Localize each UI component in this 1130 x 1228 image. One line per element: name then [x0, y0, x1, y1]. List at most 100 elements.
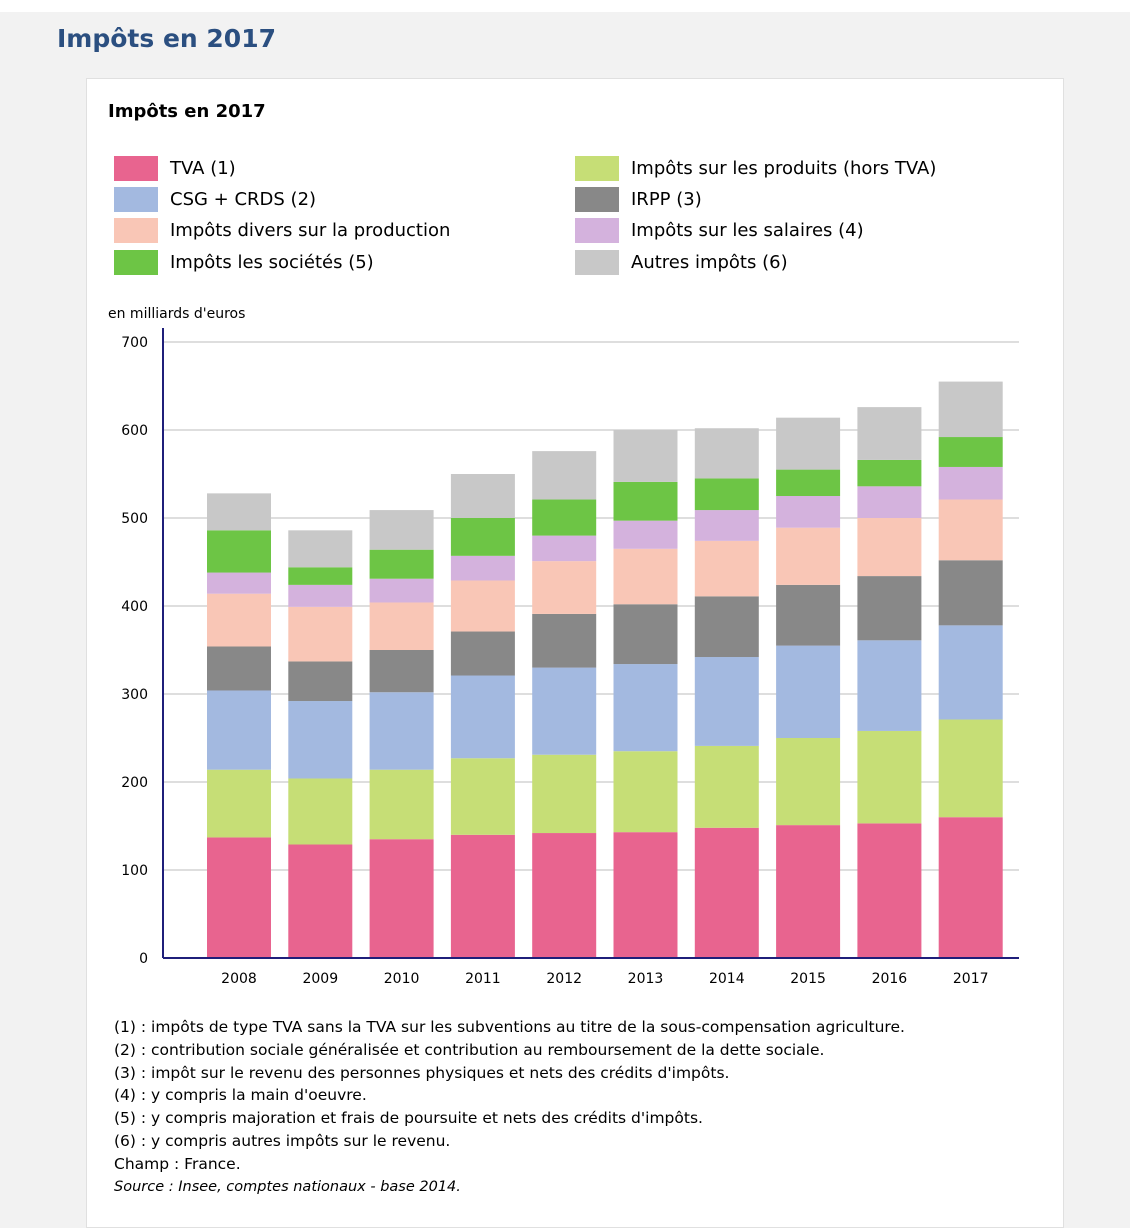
bar-2009-autres-impots: [288, 530, 353, 568]
bar-2012-impots-salaires: [532, 535, 597, 562]
note-5: (5) : y compris majoration et frais de p…: [114, 1109, 703, 1128]
y-tick-label-700: 700: [121, 335, 148, 351]
legend-item-csg-crds: CSG + CRDS (2): [114, 186, 316, 212]
bar-2008-irpp: [207, 646, 271, 691]
x-tick-label-2009: 2009: [302, 971, 338, 987]
bar-2016-csg-crds: [857, 640, 922, 731]
bar-2011-irpp: [450, 631, 515, 676]
y-tick-label-600: 600: [121, 423, 148, 439]
bar-2016-impots-salaires: [857, 486, 922, 518]
bar-2013-autres-impots: [613, 430, 678, 482]
chart-title: Impôts en 2017: [108, 101, 266, 122]
bar-2009-tva: [288, 844, 353, 958]
bar-2014-impots-divers-production: [694, 540, 759, 597]
bar-2015-tva: [776, 825, 841, 958]
bar-2016-impots-divers-production: [857, 518, 922, 577]
legend-label-produits-hors-tva: Impôts sur les produits (hors TVA): [631, 157, 937, 179]
note-6: (6) : y compris autres impôts sur le rev…: [114, 1131, 451, 1150]
bar-2008-tva: [207, 837, 271, 958]
bar-2011-autres-impots: [450, 474, 515, 518]
bar-2010-produits-hors-tva: [369, 769, 434, 840]
bar-2012-csg-crds: [532, 667, 597, 755]
legend-label-impots-divers-production: Impôts divers sur la production: [170, 219, 451, 241]
y-axis-unit-label: en milliards d'euros: [108, 306, 246, 322]
chart-notes: (1) : impôts de type TVA sans la TVA sur…: [114, 1016, 905, 1198]
bar-2009-produits-hors-tva: [288, 778, 353, 845]
bar-2013-csg-crds: [613, 664, 678, 752]
legend-label-impots-salaires: Impôts sur les salaires (4): [631, 219, 864, 241]
bar-2016-produits-hors-tva: [857, 730, 922, 824]
legend-swatch-irpp: [575, 186, 619, 212]
x-tick-label-2015: 2015: [790, 971, 826, 987]
y-tick-label-300: 300: [121, 687, 148, 703]
legend-swatch-impots-salaires: [575, 217, 619, 243]
bar-2015-impots-divers-production: [776, 527, 841, 585]
bar-2008-autres-impots: [207, 493, 271, 531]
x-tick-label-2013: 2013: [628, 971, 664, 987]
page-title: Impôts en 2017: [57, 24, 276, 53]
x-tick-label-2014: 2014: [709, 971, 745, 987]
bar-2015-impots-societes: [776, 469, 841, 496]
legend-label-impots-societes: Impôts les sociétés (5): [170, 251, 374, 273]
bar-2017-impots-societes: [938, 437, 1003, 467]
bar-2013-tva: [613, 832, 678, 958]
y-tick-label-200: 200: [121, 775, 148, 791]
bar-2012-impots-divers-production: [532, 561, 597, 614]
bar-2010-autres-impots: [369, 510, 434, 550]
bar-2016-autres-impots: [857, 407, 922, 460]
bar-2012-produits-hors-tva: [532, 754, 597, 834]
bar-2013-impots-societes: [613, 481, 678, 521]
bar-2008-produits-hors-tva: [207, 769, 271, 838]
bar-2013-irpp: [613, 604, 678, 665]
bar-2014-irpp: [694, 596, 759, 658]
bar-2015-autres-impots: [776, 417, 841, 470]
legend-item-impots-societes: Impôts les sociétés (5): [114, 249, 374, 275]
bar-2014-impots-societes: [694, 478, 759, 511]
note-4: (4) : y compris la main d'oeuvre.: [114, 1086, 367, 1105]
bar-2017-impots-divers-production: [938, 499, 1003, 561]
bar-2010-impots-divers-production: [369, 602, 434, 650]
source-note: Source : Insee, comptes nationaux - base…: [114, 1178, 461, 1195]
legend-label-autres-impots: Autres impôts (6): [631, 251, 788, 273]
bar-2017-tva: [938, 817, 1003, 958]
bar-2010-impots-societes: [369, 549, 434, 579]
bar-2017-csg-crds: [938, 625, 1003, 720]
bar-2013-impots-salaires: [613, 520, 678, 549]
y-tick-label-0: 0: [139, 951, 148, 967]
bar-2010-irpp: [369, 650, 434, 693]
bar-2017-autres-impots: [938, 381, 1003, 438]
bar-2010-impots-salaires: [369, 578, 434, 603]
bar-2012-tva: [532, 833, 597, 958]
bar-2011-impots-divers-production: [450, 580, 515, 632]
legend-item-produits-hors-tva: Impôts sur les produits (hors TVA): [575, 155, 936, 181]
top-band: [0, 0, 1130, 12]
legend-swatch-impots-divers-production: [114, 217, 158, 243]
bar-2009-impots-divers-production: [288, 606, 353, 662]
bar-2008-csg-crds: [207, 690, 271, 770]
legend-item-impots-divers-production: Impôts divers sur la production: [114, 217, 450, 243]
legend-swatch-autres-impots: [575, 249, 619, 275]
legend-item-tva: TVA (1): [114, 155, 236, 181]
bar-2009-irpp: [288, 661, 353, 702]
bar-2009-impots-salaires: [288, 584, 353, 607]
bar-2014-produits-hors-tva: [694, 745, 759, 828]
bar-2013-impots-divers-production: [613, 548, 678, 605]
stacked-bar-chart: 0 100 200 300 400 500 600 700 2008 2009 2010 2011 20…: [121, 328, 1019, 987]
note-3: (3) : impôt sur le revenu des personnes …: [114, 1063, 730, 1082]
legend-label-csg-crds: CSG + CRDS (2): [170, 188, 317, 210]
bar-2017-irpp: [938, 560, 1003, 626]
legend-swatch-impots-societes: [114, 249, 158, 275]
bar-2011-impots-salaires: [450, 555, 515, 581]
bar-2010-csg-crds: [369, 692, 434, 770]
bar-2011-tva: [450, 834, 515, 958]
bar-2016-irpp: [857, 576, 922, 641]
note-1: (1) : impôts de type TVA sans la TVA sur…: [114, 1018, 905, 1036]
bar-2013-produits-hors-tva: [613, 751, 678, 833]
bar-2008-impots-salaires: [207, 572, 271, 594]
bar-2017-produits-hors-tva: [938, 719, 1003, 818]
bar-2014-autres-impots: [694, 428, 759, 479]
x-tick-label-2016: 2016: [872, 971, 908, 987]
bar-2016-tva: [857, 823, 922, 958]
bar-2011-csg-crds: [450, 675, 515, 759]
bar-2009-impots-societes: [288, 567, 353, 585]
